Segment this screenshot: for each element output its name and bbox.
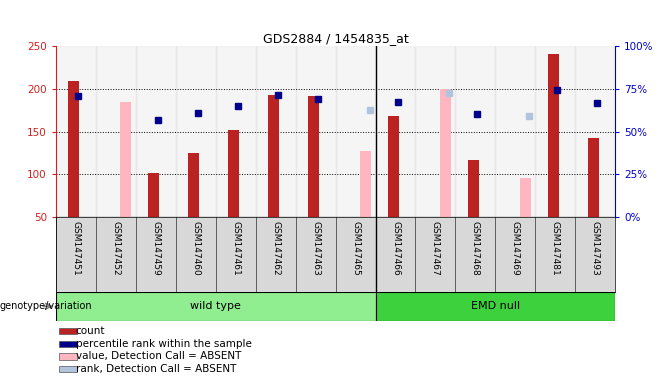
Text: GSM147465: GSM147465 <box>351 221 360 275</box>
Bar <box>56 292 376 321</box>
Text: value, Detection Call = ABSENT: value, Detection Call = ABSENT <box>76 351 241 361</box>
Bar <box>256 46 295 217</box>
Bar <box>548 54 559 217</box>
Text: GSM147452: GSM147452 <box>111 221 120 275</box>
Bar <box>520 178 531 217</box>
Text: GSM147493: GSM147493 <box>591 221 599 275</box>
Bar <box>536 46 575 217</box>
Bar <box>308 96 319 217</box>
Text: rank, Detection Call = ABSENT: rank, Detection Call = ABSENT <box>76 364 236 374</box>
Text: GSM147467: GSM147467 <box>431 221 440 275</box>
Bar <box>376 292 615 321</box>
Bar <box>575 46 615 217</box>
Bar <box>120 102 132 217</box>
Bar <box>376 46 415 217</box>
Bar <box>360 151 371 217</box>
Bar <box>56 46 96 217</box>
Text: GSM147460: GSM147460 <box>191 221 200 275</box>
Bar <box>188 153 199 217</box>
Bar <box>228 130 240 217</box>
Bar <box>136 46 176 217</box>
Title: GDS2884 / 1454835_at: GDS2884 / 1454835_at <box>263 32 409 45</box>
Text: GSM147451: GSM147451 <box>72 221 80 275</box>
Text: GSM147463: GSM147463 <box>311 221 320 275</box>
Text: GSM147459: GSM147459 <box>151 221 161 275</box>
Text: genotype/variation: genotype/variation <box>0 301 93 311</box>
Text: count: count <box>76 326 105 336</box>
Text: GSM147462: GSM147462 <box>271 221 280 275</box>
Bar <box>216 46 256 217</box>
Text: GSM147461: GSM147461 <box>231 221 240 275</box>
Bar <box>495 46 536 217</box>
Text: percentile rank within the sample: percentile rank within the sample <box>76 339 251 349</box>
Text: GSM147481: GSM147481 <box>551 221 560 275</box>
Bar <box>455 46 495 217</box>
Text: GSM147469: GSM147469 <box>511 221 520 275</box>
Bar <box>295 46 336 217</box>
Text: GSM147466: GSM147466 <box>391 221 400 275</box>
Bar <box>96 46 136 217</box>
Bar <box>588 138 599 217</box>
Bar <box>68 81 80 217</box>
Text: GSM147468: GSM147468 <box>471 221 480 275</box>
Text: EMD null: EMD null <box>471 301 520 311</box>
Bar <box>388 116 399 217</box>
Text: wild type: wild type <box>190 301 241 311</box>
Bar <box>148 172 159 217</box>
Bar <box>268 95 279 217</box>
Bar <box>415 46 455 217</box>
Bar <box>336 46 376 217</box>
Bar <box>468 160 479 217</box>
Bar <box>176 46 216 217</box>
Bar <box>440 89 451 217</box>
